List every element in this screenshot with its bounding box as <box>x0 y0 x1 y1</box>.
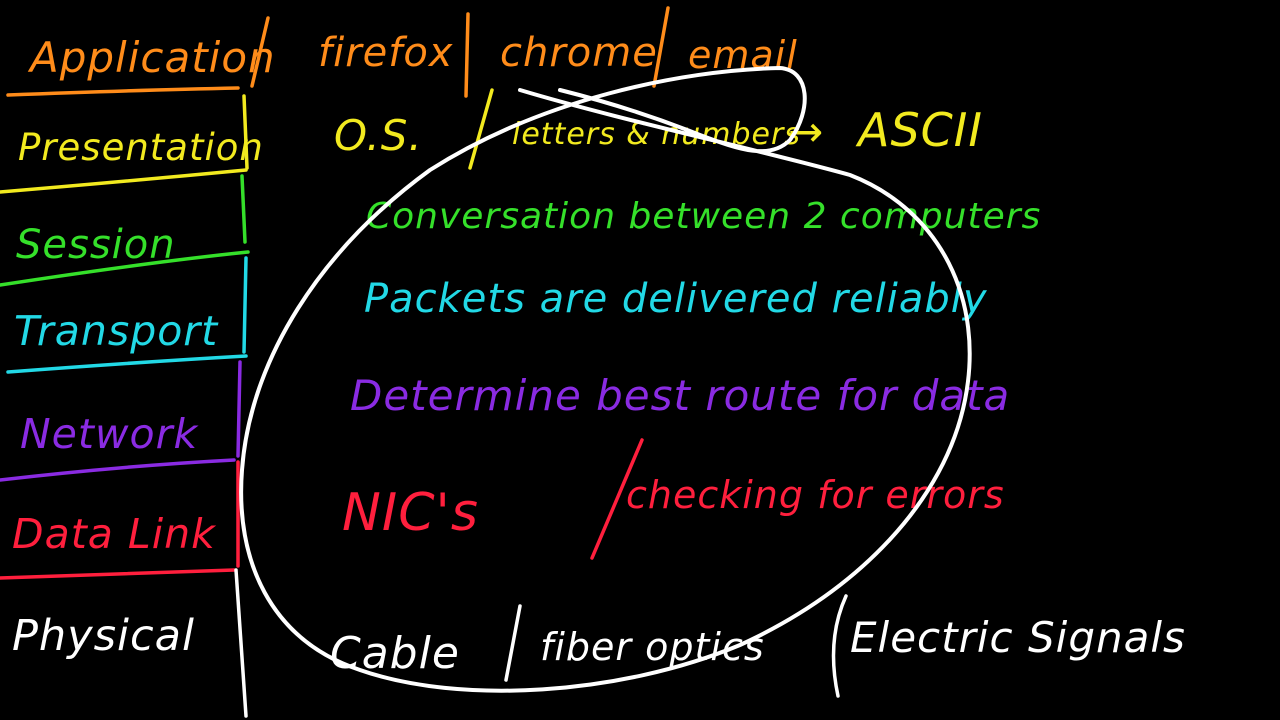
network-underline <box>0 458 236 482</box>
presentation-underline <box>0 168 248 194</box>
physical-note-divider-2 <box>831 594 848 698</box>
transport-note: Packets are delivered reliably <box>364 276 988 322</box>
network-note: Determine best route for data <box>350 371 1010 420</box>
data-link-note-nics: NIC's <box>342 483 479 543</box>
application-note-chrome: chrome <box>500 30 658 76</box>
data-link-underline <box>0 568 236 580</box>
layer-label-physical: Physical <box>12 611 195 661</box>
layer-label-data-link: Data Link <box>12 510 217 558</box>
session-underline <box>0 250 250 287</box>
physical-note-divider-1 <box>504 604 522 682</box>
presentation-note-divider <box>468 88 494 170</box>
application-underline <box>6 86 240 97</box>
physical-note-signals: Electric Signals <box>850 613 1186 662</box>
application-note-divider-1 <box>464 12 470 98</box>
layer-label-transport: Transport <box>14 307 219 355</box>
data-link-note-divider <box>590 438 644 560</box>
application-slash <box>250 16 270 88</box>
physical-right-edge <box>234 568 248 718</box>
highlight-loop <box>239 66 972 693</box>
presentation-right-edge <box>242 94 249 170</box>
transport-right-edge <box>242 256 248 354</box>
layer-label-network: Network <box>20 410 199 458</box>
layer-label-session: Session <box>16 222 176 268</box>
presentation-note-ascii: ASCII <box>855 103 983 157</box>
data-link-note-errors: checking for errors <box>626 473 1005 517</box>
network-right-edge <box>236 360 242 458</box>
presentation-note-os: O.S. <box>334 111 423 160</box>
presentation-note-letters: letters & numbers <box>512 117 801 152</box>
physical-note-cable: Cable <box>330 628 460 679</box>
application-note-divider-2 <box>652 6 670 88</box>
session-right-edge <box>240 174 247 244</box>
layer-label-presentation: Presentation <box>18 126 264 169</box>
session-note: Conversation between 2 computers <box>366 196 1041 237</box>
application-note-firefox: firefox <box>318 30 453 76</box>
layer-label-application: Application <box>27 33 276 82</box>
transport-underline <box>6 354 248 374</box>
physical-note-fiber: fiber optics <box>540 625 765 669</box>
